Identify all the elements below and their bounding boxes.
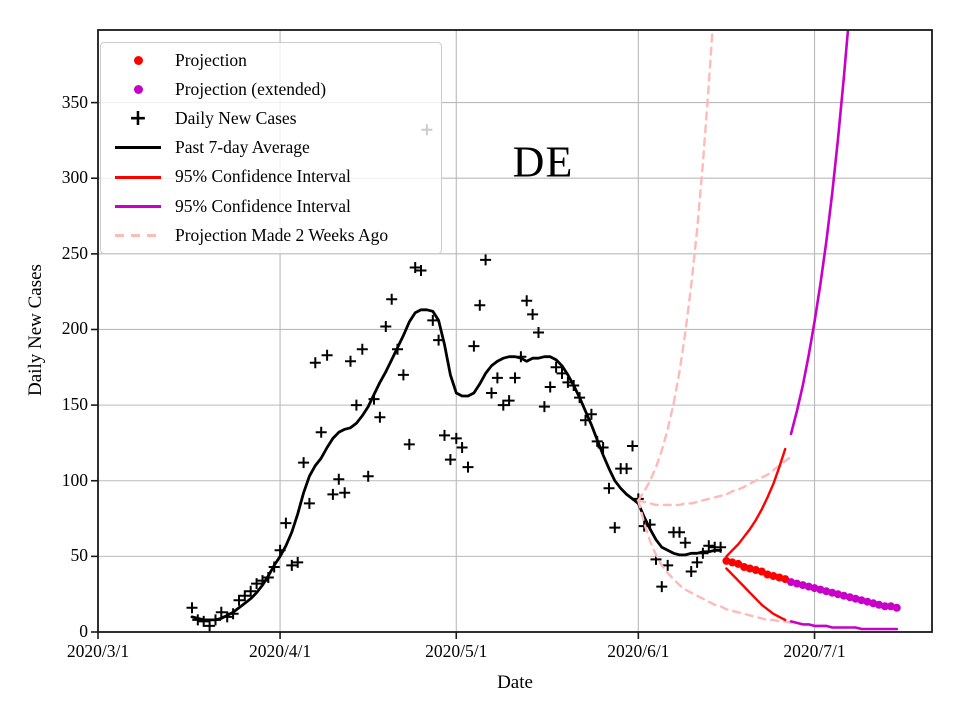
- legend-marker-plus-icon: +: [101, 105, 175, 131]
- x-tick-label: 2020/3/1: [66, 641, 130, 661]
- y-tick-label: 100: [61, 469, 88, 490]
- legend-entry: Projection: [101, 46, 441, 75]
- x-axis-label: Date: [497, 672, 533, 693]
- tick-marks: [91, 101, 816, 639]
- projection-extended: [787, 578, 901, 612]
- line-marker: [115, 146, 161, 150]
- series-group: [186, 30, 901, 632]
- ci-upper-red: [725, 447, 787, 558]
- x-tick-label: 2020/6/1: [607, 641, 670, 661]
- past-7day-average: [190, 308, 722, 622]
- y-tick-label: 250: [61, 242, 88, 263]
- x-tick-label: 2020/7/1: [783, 641, 846, 661]
- legend-entry: 95% Confidence Interval: [101, 163, 441, 192]
- y-tick-label: 50: [70, 545, 89, 566]
- line-marker: [115, 204, 161, 208]
- old-projection-lower-ci: [637, 499, 793, 625]
- legend-label: 95% Confidence Interval: [175, 166, 351, 187]
- old-projection-upper-ci: [637, 30, 714, 502]
- legend-entry: 95% Confidence Interval: [101, 192, 441, 221]
- y-tick-label: 300: [61, 167, 88, 188]
- legend-label: Projection Made 2 Weeks Ago: [175, 224, 389, 245]
- dot-marker: [133, 56, 143, 66]
- legend-label: 95% Confidence Interval: [175, 195, 351, 216]
- y-tick-label: 350: [61, 91, 88, 112]
- legend-entry: Past 7-day Average: [101, 133, 441, 162]
- projection: [722, 556, 790, 584]
- y-tick-label: 0: [79, 621, 88, 641]
- ci-upper-magenta: [789, 30, 850, 436]
- legend-marker-line-icon: [101, 175, 175, 179]
- old-projection-center: [637, 455, 793, 507]
- legend: Projection Projection (extended) + Daily Ne…: [100, 42, 442, 254]
- ci-lower-red: [725, 567, 787, 622]
- plus-marker: +: [128, 105, 148, 131]
- legend-marker-line-icon: [101, 146, 175, 150]
- legend-label: Daily New Cases: [175, 108, 297, 129]
- chart-annotation-title: DE: [512, 137, 574, 187]
- projection-extended-dot: [892, 603, 901, 612]
- legend-marker-dot-icon: [101, 85, 175, 95]
- y-tick-label: 150: [61, 394, 88, 415]
- projection-dot: [734, 559, 743, 568]
- dot-marker: [133, 85, 143, 95]
- line-marker: [115, 175, 161, 179]
- legend-marker-line-icon: [101, 204, 175, 208]
- y-tick-label: 200: [61, 318, 88, 339]
- legend-marker-dot-icon: [101, 56, 175, 66]
- legend-entry: Projection Made 2 Weeks Ago: [101, 221, 441, 250]
- projection-extended-dot: [881, 602, 889, 611]
- dashed-marker: [115, 233, 161, 237]
- x-tick-label: 2020/5/1: [425, 641, 488, 661]
- ci-lower-magenta: [789, 620, 899, 631]
- x-tick-label: 2020/4/1: [248, 641, 312, 661]
- legend-label: Past 7-day Average: [175, 137, 310, 158]
- legend-marker-dashed-icon: [101, 233, 175, 237]
- legend-entry: Projection (extended): [101, 75, 441, 104]
- plot-border: [97, 29, 933, 633]
- legend-label: Projection (extended): [175, 78, 327, 99]
- legend-entry: + Daily New Cases: [101, 104, 441, 133]
- legend-label: Projection: [175, 49, 247, 70]
